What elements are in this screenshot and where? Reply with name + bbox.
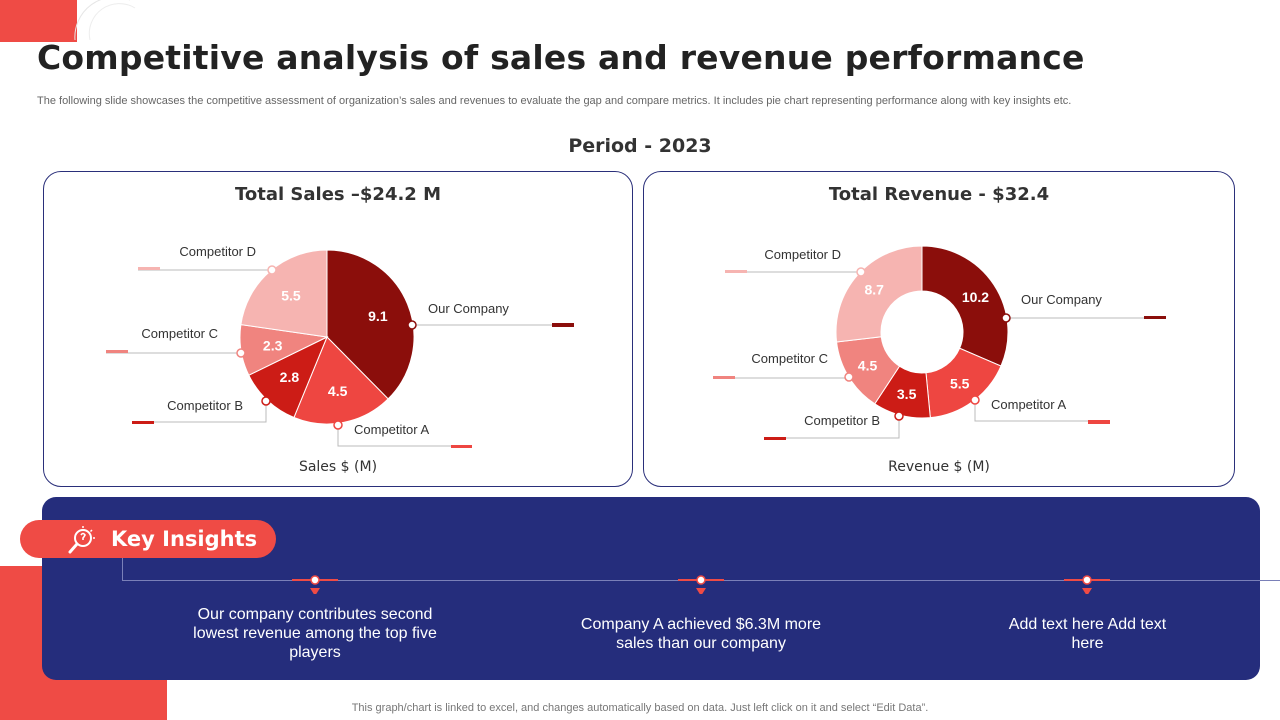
- insight-text-3: Add text here Add text here: [1008, 616, 1167, 652]
- revenue-legend-swatch-competitor-d: [725, 270, 747, 273]
- sales-legend-swatch-competitor-a: [451, 445, 472, 448]
- key-insights-badge: [20, 520, 276, 558]
- revenue-leader-dot-competitor-a: [970, 395, 980, 405]
- sales-category-label-competitor-d: Competitor D: [179, 244, 256, 259]
- sales-leader-dot-competitor-d: [267, 265, 277, 275]
- revenue-leader-line-competitor-a: [974, 400, 1088, 422]
- revenue-leader-dot-competitor-b: [894, 411, 904, 421]
- sales-category-label-competitor-c: Competitor C: [141, 326, 218, 341]
- corner-accent-top: [0, 0, 77, 42]
- sales-leader-line-competitor-a: [337, 425, 451, 447]
- sales-legend-swatch-our-company: [552, 323, 574, 327]
- sales-category-label-our-company: Our Company: [428, 301, 509, 316]
- sales-leader-dot-our-company: [407, 320, 417, 330]
- revenue-legend-swatch-our-company: [1144, 316, 1166, 319]
- sales-leader-dot-competitor-c: [236, 348, 246, 358]
- sales-value-label-competitor-a: 4.5: [328, 383, 348, 399]
- revenue-value-label-competitor-a: 5.5: [950, 376, 970, 392]
- page-title: Competitive analysis of sales and revenu…: [37, 38, 1085, 77]
- sales-value-label-competitor-c: 2.3: [263, 338, 283, 354]
- revenue-slice-competitor-d[interactable]: [835, 245, 923, 343]
- revenue-chart-xlabel: Revenue $ (M): [888, 459, 990, 475]
- sales-category-label-competitor-a: Competitor A: [354, 422, 429, 437]
- revenue-donut-chart[interactable]: 10.2 Our Company 5.5 Competitor A 3.5 Competi…: [644, 172, 1234, 486]
- insight-marker-2: [678, 575, 724, 594]
- revenue-value-label-competitor-c: 4.5: [858, 358, 878, 374]
- sales-legend-swatch-competitor-d: [138, 267, 160, 270]
- sales-leader-dot-competitor-a: [333, 420, 343, 430]
- revenue-value-label-competitor-d: 8.7: [864, 281, 884, 297]
- revenue-category-label-competitor-c: Competitor C: [751, 351, 828, 366]
- page-subtitle: The following slide showcases the compet…: [37, 95, 1072, 107]
- revenue-chart-title: Total Revenue - $32.4: [828, 184, 1050, 205]
- sales-leader-dot-competitor-b: [261, 396, 271, 406]
- sales-slice-competitor-a[interactable]: [293, 336, 389, 425]
- revenue-category-label-our-company: Our Company: [1021, 292, 1102, 307]
- insight-text-2: Company A achieved $6.3M more sales than…: [580, 616, 822, 652]
- revenue-value-label-our-company: 10.2: [962, 289, 989, 305]
- revenue-category-label-competitor-a: Competitor A: [991, 397, 1066, 412]
- period-label: Period - 2023: [568, 135, 712, 157]
- sales-legend-swatch-competitor-c: [106, 350, 128, 353]
- sales-value-label-our-company: 9.1: [368, 308, 388, 324]
- sales-leader-line-competitor-b: [132, 401, 267, 423]
- revenue-category-label-competitor-b: Competitor B: [804, 413, 880, 428]
- sales-chart-title: Total Sales –$24.2 M: [234, 184, 442, 205]
- sales-pie-chart[interactable]: 9.1 Our Company 4.5 Competitor A 2.8 Competit…: [44, 172, 632, 486]
- revenue-leader-line-competitor-b: [764, 416, 900, 439]
- insight-text-1: Our company contributes second lowest re…: [193, 606, 437, 661]
- insights-connector: [122, 556, 123, 581]
- revenue-leader-dot-our-company: [1001, 313, 1011, 323]
- revenue-slice-our-company[interactable]: [921, 245, 1009, 367]
- revenue-value-label-competitor-b: 3.5: [897, 386, 917, 402]
- revenue-chart-panel: Total Revenue - $32.4 10.2 Our Company 5.5…: [643, 171, 1235, 487]
- revenue-leader-dot-competitor-d: [856, 267, 866, 277]
- revenue-legend-swatch-competitor-a: [1088, 420, 1110, 424]
- sales-value-label-competitor-d: 5.5: [281, 287, 301, 303]
- revenue-leader-dot-competitor-c: [844, 372, 854, 382]
- footer-note: This graph/chart is linked to excel, and…: [351, 702, 929, 714]
- sales-chart-xlabel: Sales $ (M): [298, 459, 378, 475]
- lightbulb-magnifier-icon: [68, 526, 95, 554]
- insight-marker-1: [292, 575, 338, 594]
- revenue-legend-swatch-competitor-b: [764, 437, 786, 440]
- key-insights-heading: Key Insights: [111, 527, 258, 551]
- decorative-arcs: [74, 0, 136, 40]
- revenue-category-label-competitor-d: Competitor D: [764, 247, 841, 262]
- sales-category-label-competitor-b: Competitor B: [167, 398, 243, 413]
- revenue-legend-swatch-competitor-c: [713, 376, 735, 379]
- sales-chart-panel: Total Sales –$24.2 M 9.1 Our Company 4.5 Co…: [43, 171, 633, 487]
- sales-legend-swatch-competitor-b: [132, 421, 154, 424]
- sales-slice-our-company[interactable]: [326, 249, 415, 400]
- sales-value-label-competitor-b: 2.8: [280, 369, 300, 385]
- insight-marker-3: [1064, 575, 1110, 594]
